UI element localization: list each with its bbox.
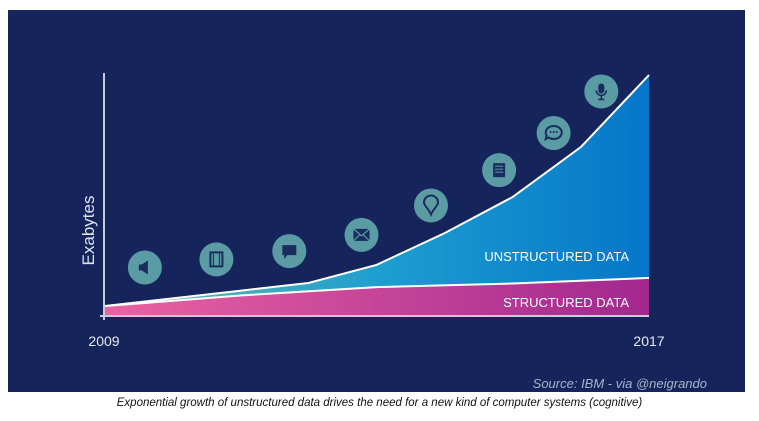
source-note: Source: IBM - via @neigrando [532, 376, 707, 391]
line-unstructured-data [103, 74, 650, 308]
location-pin-icon [414, 188, 448, 223]
x-tick-label: 2009 [88, 333, 119, 349]
microphone-icon [584, 74, 619, 109]
series-label-structured: STRUCTURED DATA [503, 295, 629, 310]
figure-caption: Exponential growth of unstructured data … [116, 397, 643, 409]
chart-svg: 2009 2017 Exabytes UNSTRUCTURED DATA STRUCTU… [79, 73, 665, 349]
film-icon [199, 242, 234, 277]
series-label-unstructured: UNSTRUCTURED DATA [484, 249, 629, 264]
y-axis-label: Exabytes [79, 196, 98, 266]
x-tick-label: 2017 [633, 333, 664, 349]
area-unstructured-data [104, 75, 649, 307]
speech-bubble-icon [536, 116, 571, 151]
document-icon [482, 153, 517, 188]
mail-icon [344, 217, 379, 252]
chart-panel: 2009 2017 Exabytes UNSTRUCTURED DATA STRUCTU… [8, 10, 745, 392]
line-structured-data [103, 276, 650, 308]
area-structured-data [104, 277, 649, 316]
megaphone-icon [127, 250, 162, 285]
chat-icon [272, 234, 307, 269]
